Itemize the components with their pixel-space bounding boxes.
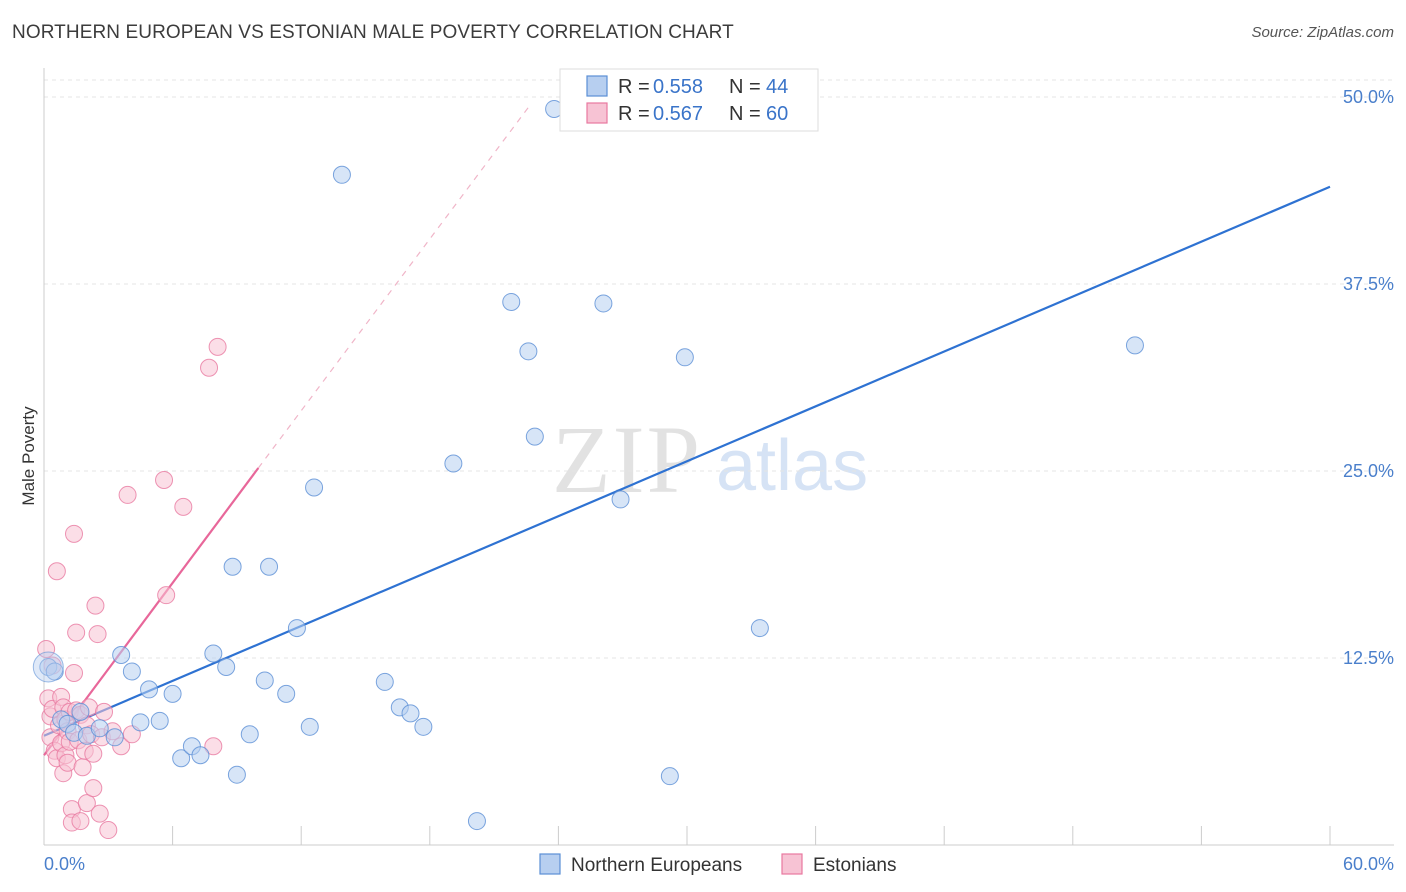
legend-n-label-northern-europeans: N = [729, 76, 766, 98]
point-northern-europeans-32 [401, 704, 420, 723]
point-northern-europeans-22 [240, 725, 259, 744]
legend-r-label-estonians: R = [618, 103, 655, 125]
point-northern-europeans-20 [223, 557, 242, 576]
data-points [32, 99, 1144, 840]
point-northern-europeans-29 [332, 165, 351, 184]
point-northern-europeans-34 [444, 454, 463, 473]
point-estonians-23 [65, 663, 84, 682]
point-northern-europeans-41 [611, 490, 630, 509]
point-northern-europeans-27 [300, 717, 319, 736]
point-estonians-35 [84, 744, 103, 763]
point-northern-europeans-17 [191, 746, 210, 765]
chart-title: NORTHERN EUROPEAN VS ESTONIAN MALE POVER… [12, 22, 734, 43]
bottom-legend: Northern Europeans Estonians [539, 853, 896, 876]
source-label: Source: ZipAtlas.com [1251, 24, 1394, 41]
trend-line-estonians-extension [257, 104, 532, 469]
point-northern-europeans-37 [519, 342, 538, 361]
point-northern-europeans-26 [287, 619, 306, 638]
point-estonians-36 [84, 779, 103, 798]
point-estonians-41 [95, 702, 114, 721]
y-tick-label-1: 37.5% [1343, 274, 1394, 294]
point-northern-europeans-11 [140, 680, 159, 699]
point-estonians-45 [118, 485, 137, 504]
legend-n-value-estonians: 60 [766, 103, 788, 125]
point-estonians-39 [90, 804, 109, 823]
point-northern-europeans-23 [255, 671, 274, 690]
point-northern-europeans-5 [71, 702, 90, 721]
point-northern-europeans-30 [375, 672, 394, 691]
point-estonians-38 [88, 625, 107, 644]
legend-n-value-northern-europeans: 44 [766, 76, 788, 98]
bottom-legend-label-estonians: Estonians [813, 855, 896, 876]
tick-labels: 50.0% 37.5% 25.0% 12.5% 0.0% 60.0% [44, 87, 1394, 874]
point-estonians-17 [58, 753, 77, 772]
point-northern-europeans-25 [277, 684, 296, 703]
legend-r-value-northern-europeans: 0.558 [653, 76, 703, 98]
bottom-legend-swatch-northern-europeans [539, 853, 561, 875]
x-tick-label-0: 0.0% [44, 854, 85, 874]
point-northern-europeans-18 [204, 644, 223, 663]
point-northern-europeans-45 [1125, 336, 1144, 355]
point-estonians-37 [86, 596, 105, 615]
point-estonians-28 [71, 812, 90, 831]
point-northern-europeans-12 [131, 713, 150, 732]
bottom-legend-label-northern-europeans: Northern Europeans [571, 855, 742, 876]
point-northern-europeans-1 [45, 662, 64, 681]
point-estonians-47 [155, 470, 174, 489]
legend-r-label-northern-europeans: R = [618, 76, 655, 98]
bottom-legend-swatch-estonians [781, 853, 803, 875]
point-estonians-22 [65, 524, 84, 543]
point-estonians-42 [99, 821, 118, 840]
point-northern-europeans-33 [414, 717, 433, 736]
trend-line-northern-europeans [43, 185, 1331, 737]
legend: R = 0.558 N = 44 R = 0.567 N = 60 [559, 68, 819, 132]
watermark: ZIP atlas [552, 406, 868, 513]
point-estonians-32 [77, 794, 96, 813]
legend-n-label-estonians: N = [729, 103, 766, 125]
point-northern-europeans-44 [750, 619, 769, 638]
point-estonians-50 [200, 358, 219, 377]
point-northern-europeans-43 [675, 348, 694, 367]
point-northern-europeans-40 [594, 294, 613, 313]
point-estonians-52 [208, 337, 227, 356]
point-northern-europeans-19 [217, 657, 236, 676]
watermark-atlas: atlas [716, 426, 868, 506]
legend-swatch-northern-europeans [586, 75, 608, 97]
x-tick-label-1: 60.0% [1343, 854, 1394, 874]
point-northern-europeans-38 [525, 427, 544, 446]
point-northern-europeans-9 [112, 646, 131, 665]
point-northern-europeans-10 [122, 662, 141, 681]
point-estonians-7 [47, 562, 66, 581]
point-estonians-51 [204, 737, 223, 756]
y-axis-title: Male Poverty [19, 406, 38, 506]
y-tick-label-0: 50.0% [1343, 87, 1394, 107]
y-tick-label-3: 12.5% [1343, 648, 1394, 668]
point-northern-europeans-42 [660, 767, 679, 786]
point-northern-europeans-15 [172, 749, 191, 768]
point-northern-europeans-13 [150, 711, 169, 730]
point-northern-europeans-36 [502, 292, 521, 311]
point-northern-europeans-14 [163, 684, 182, 703]
point-northern-europeans-7 [90, 719, 109, 738]
point-northern-europeans-28 [305, 478, 324, 497]
point-cluster-northern-europeans [32, 651, 64, 683]
point-northern-europeans-8 [105, 728, 124, 747]
legend-swatch-estonians [586, 102, 608, 124]
legend-r-value-estonians: 0.567 [653, 103, 703, 125]
point-estonians-24 [67, 623, 86, 642]
point-estonians-49 [174, 497, 193, 516]
gridlines [44, 79, 1394, 659]
point-estonians-48 [157, 586, 176, 605]
y-tick-label-2: 25.0% [1343, 461, 1394, 481]
point-northern-europeans-24 [260, 557, 279, 576]
point-northern-europeans-35 [467, 812, 486, 831]
point-northern-europeans-21 [227, 765, 246, 784]
